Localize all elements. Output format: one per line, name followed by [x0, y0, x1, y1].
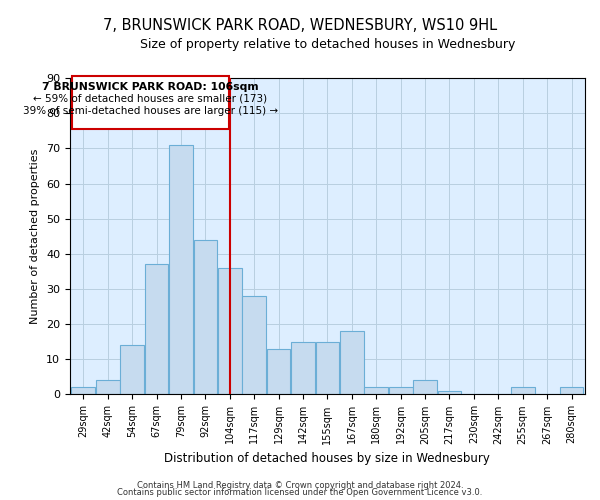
- Bar: [71, 388, 95, 394]
- Bar: [511, 388, 535, 394]
- Bar: [120, 345, 144, 395]
- Bar: [389, 388, 413, 394]
- Bar: [145, 264, 169, 394]
- Title: Size of property relative to detached houses in Wednesbury: Size of property relative to detached ho…: [140, 38, 515, 51]
- Bar: [413, 380, 437, 394]
- Y-axis label: Number of detached properties: Number of detached properties: [31, 148, 40, 324]
- Bar: [169, 145, 193, 394]
- Bar: [96, 380, 119, 394]
- Text: 7, BRUNSWICK PARK ROAD, WEDNESBURY, WS10 9HL: 7, BRUNSWICK PARK ROAD, WEDNESBURY, WS10…: [103, 18, 497, 32]
- Bar: [364, 388, 388, 394]
- Bar: [194, 240, 217, 394]
- Bar: [267, 348, 290, 395]
- Text: Contains HM Land Registry data © Crown copyright and database right 2024.: Contains HM Land Registry data © Crown c…: [137, 480, 463, 490]
- Text: 39% of semi-detached houses are larger (115) →: 39% of semi-detached houses are larger (…: [23, 106, 278, 116]
- Text: ← 59% of detached houses are smaller (173): ← 59% of detached houses are smaller (17…: [34, 94, 268, 104]
- Bar: [340, 331, 364, 394]
- Bar: [291, 342, 315, 394]
- FancyBboxPatch shape: [72, 76, 229, 129]
- Bar: [218, 268, 242, 394]
- Bar: [316, 342, 339, 394]
- Bar: [560, 388, 583, 394]
- Text: 7 BRUNSWICK PARK ROAD: 106sqm: 7 BRUNSWICK PARK ROAD: 106sqm: [42, 82, 259, 92]
- Bar: [242, 296, 266, 394]
- X-axis label: Distribution of detached houses by size in Wednesbury: Distribution of detached houses by size …: [164, 452, 490, 465]
- Text: Contains public sector information licensed under the Open Government Licence v3: Contains public sector information licen…: [118, 488, 482, 497]
- Bar: [437, 391, 461, 394]
